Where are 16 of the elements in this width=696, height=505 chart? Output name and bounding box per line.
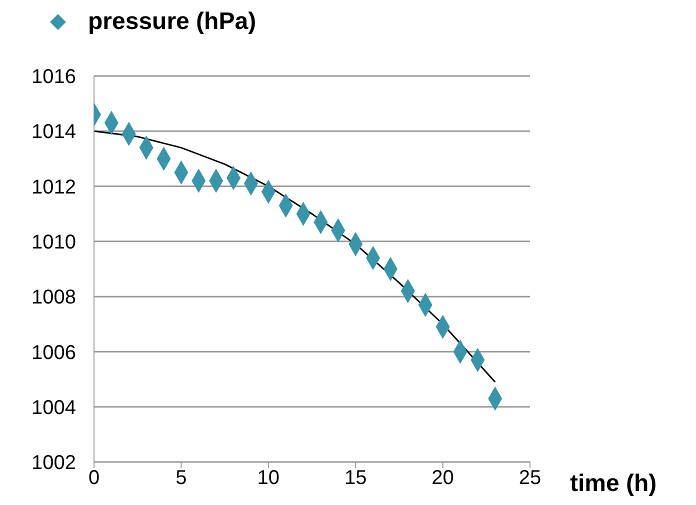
y-tick-label: 1016 (32, 66, 76, 88)
y-tick-label: 1008 (32, 286, 76, 309)
x-axis-title: time (h) (570, 470, 657, 498)
y-tick-label: 1012 (32, 176, 76, 198)
x-tick-label: 20 (432, 467, 454, 490)
x-tick-label: 25 (518, 467, 542, 490)
x-tick-label: 15 (344, 467, 367, 490)
y-tick-label: 1010 (32, 232, 76, 254)
legend-label: pressure (hPa) (88, 8, 256, 36)
x-tick-label: 0 (88, 467, 100, 490)
x-tick-label: 10 (257, 467, 280, 490)
y-tick-label: 1006 (32, 342, 76, 364)
x-tick-label: 5 (176, 467, 187, 490)
y-tick-label: 1014 (32, 121, 76, 144)
y-tick-label: 1002 (32, 452, 76, 474)
y-tick-label: 1004 (32, 396, 76, 419)
